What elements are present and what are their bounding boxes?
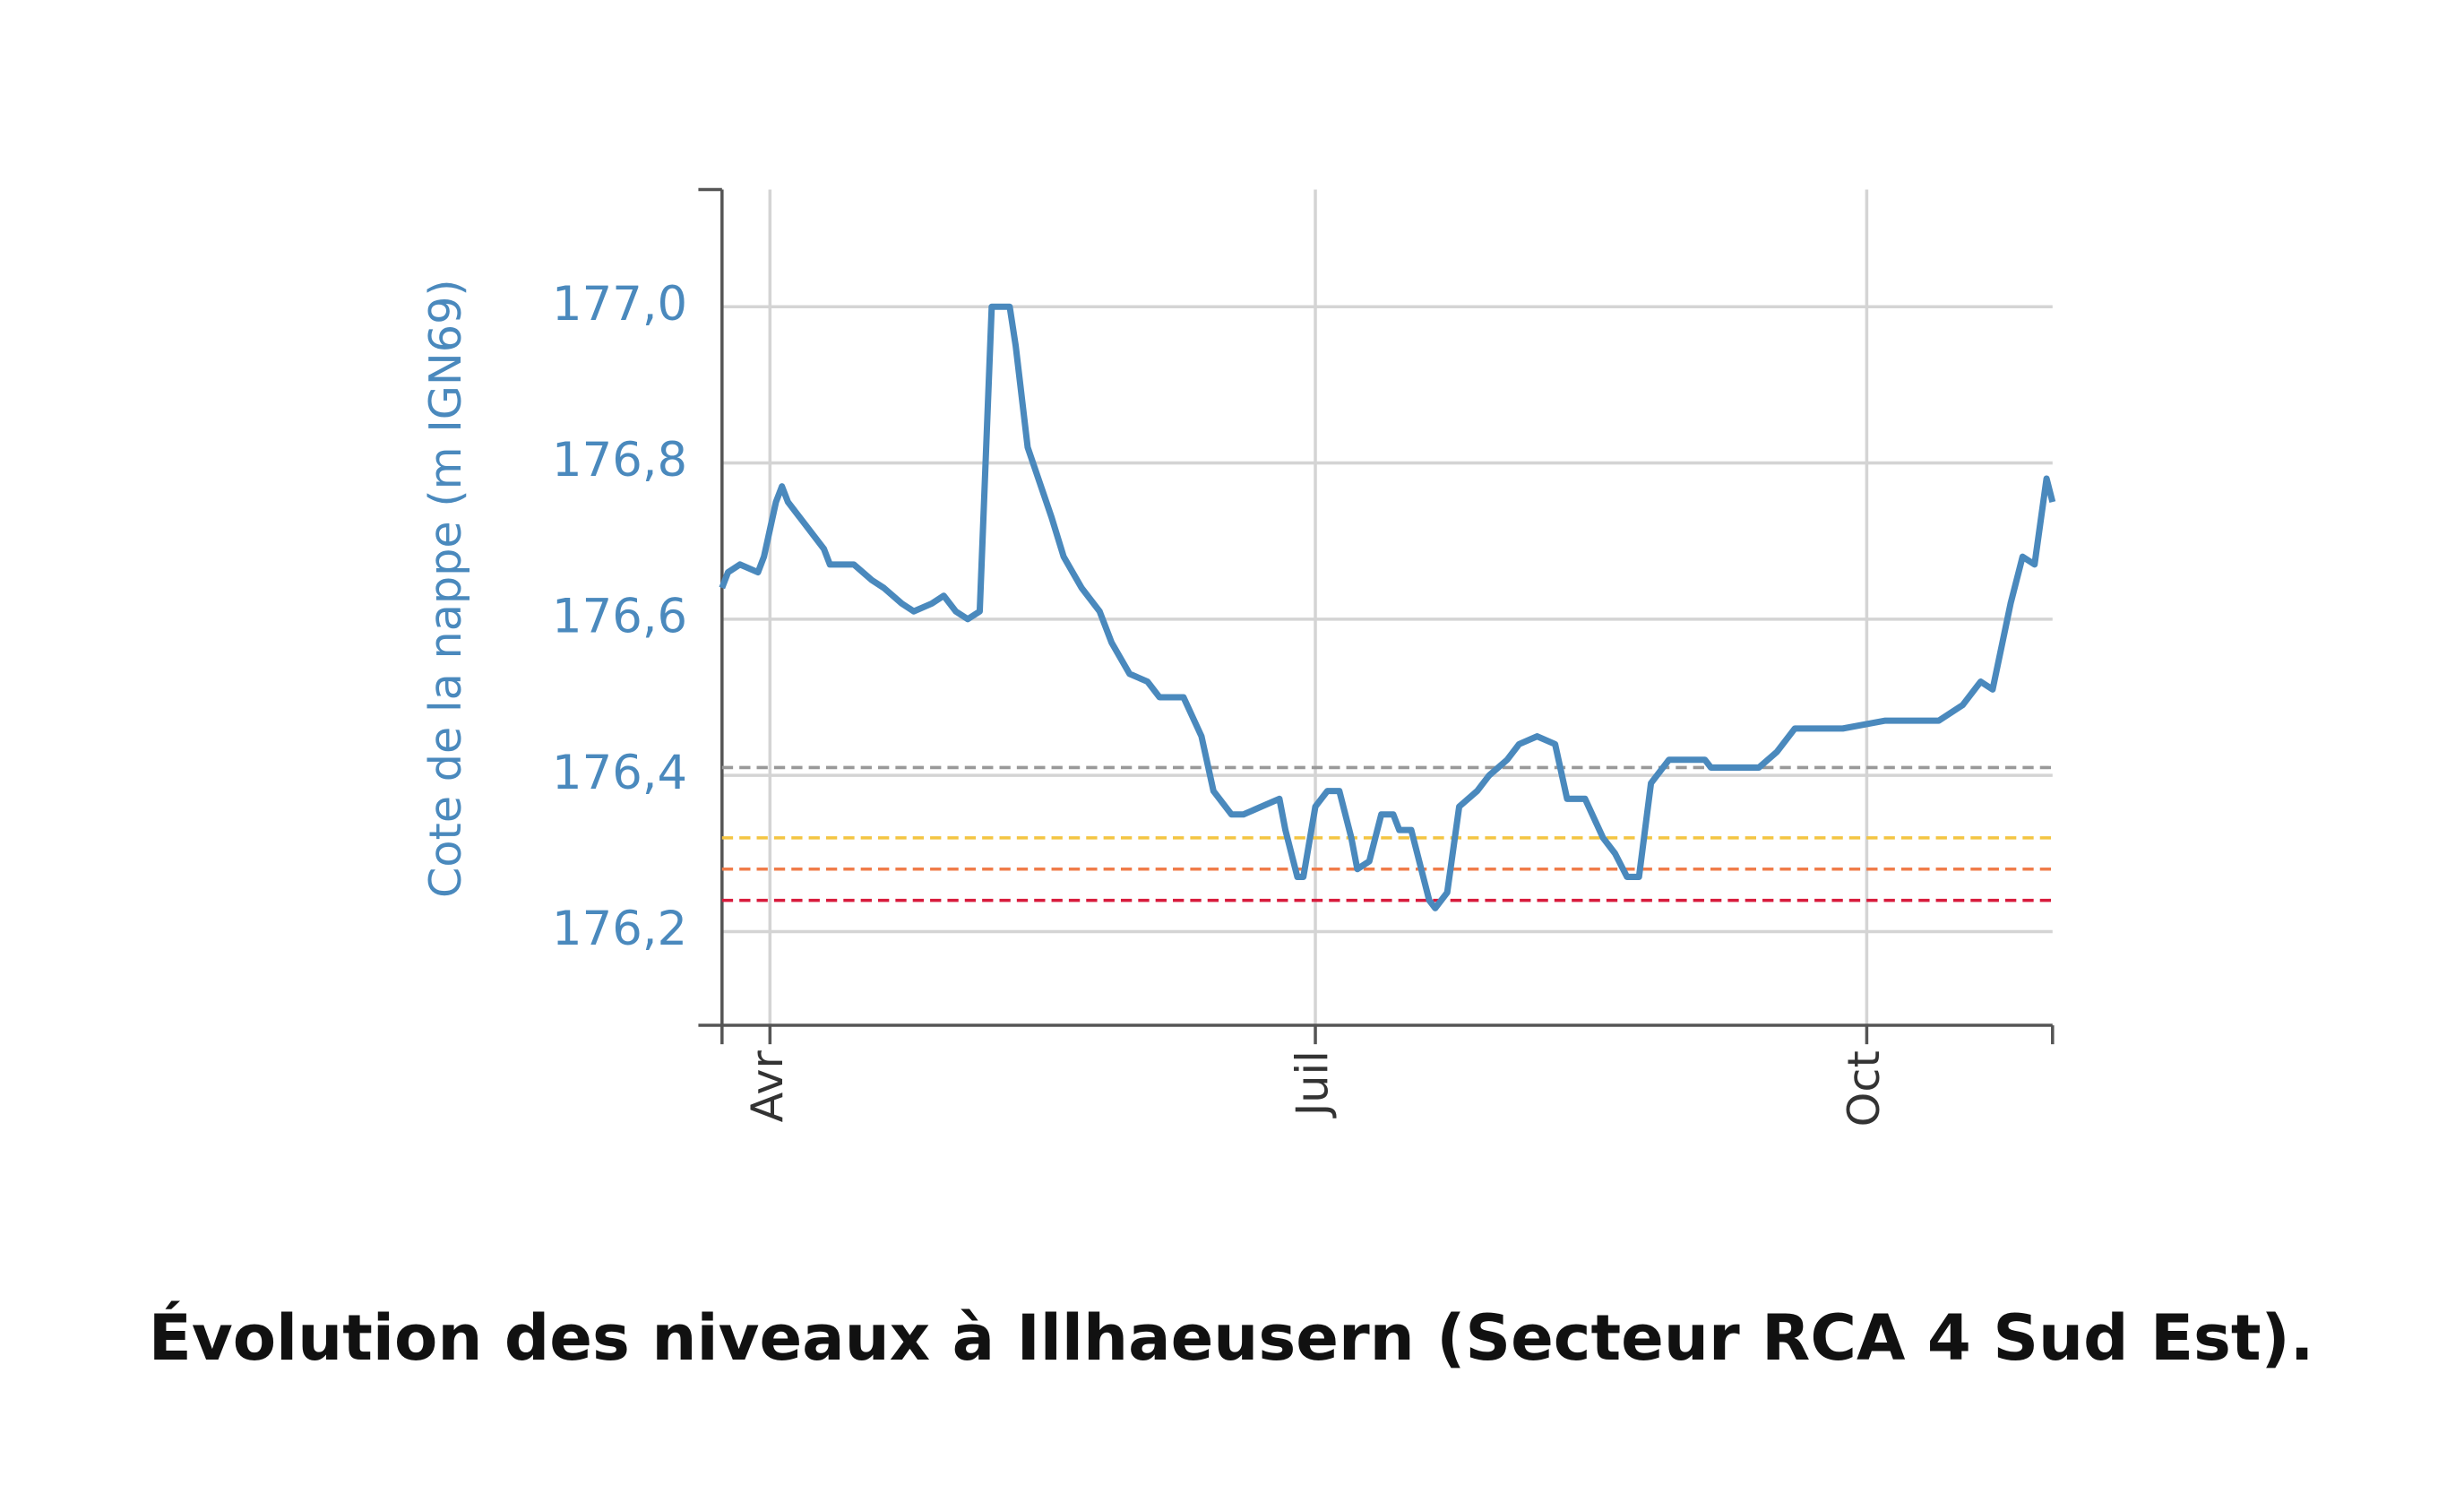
x-tick-label: Oct (1838, 1050, 1890, 1127)
y-tick-label: 176,4 (552, 746, 687, 800)
data-line (719, 303, 2056, 911)
y-tick-label: 177,0 (552, 277, 687, 332)
y-tick-label: 176,2 (552, 902, 687, 956)
y-axis-label: Cote de la nappe (m IGN69) (419, 279, 471, 898)
y-tick-label: 176,8 (552, 433, 687, 488)
y-tick-label: 176,6 (552, 590, 687, 644)
x-tick-label: Juil (1287, 1050, 1339, 1118)
chart-title: Évolution des niveaux à Illhaeusern (Sec… (149, 1300, 2314, 1375)
x-tick-label: Avr (741, 1049, 793, 1122)
